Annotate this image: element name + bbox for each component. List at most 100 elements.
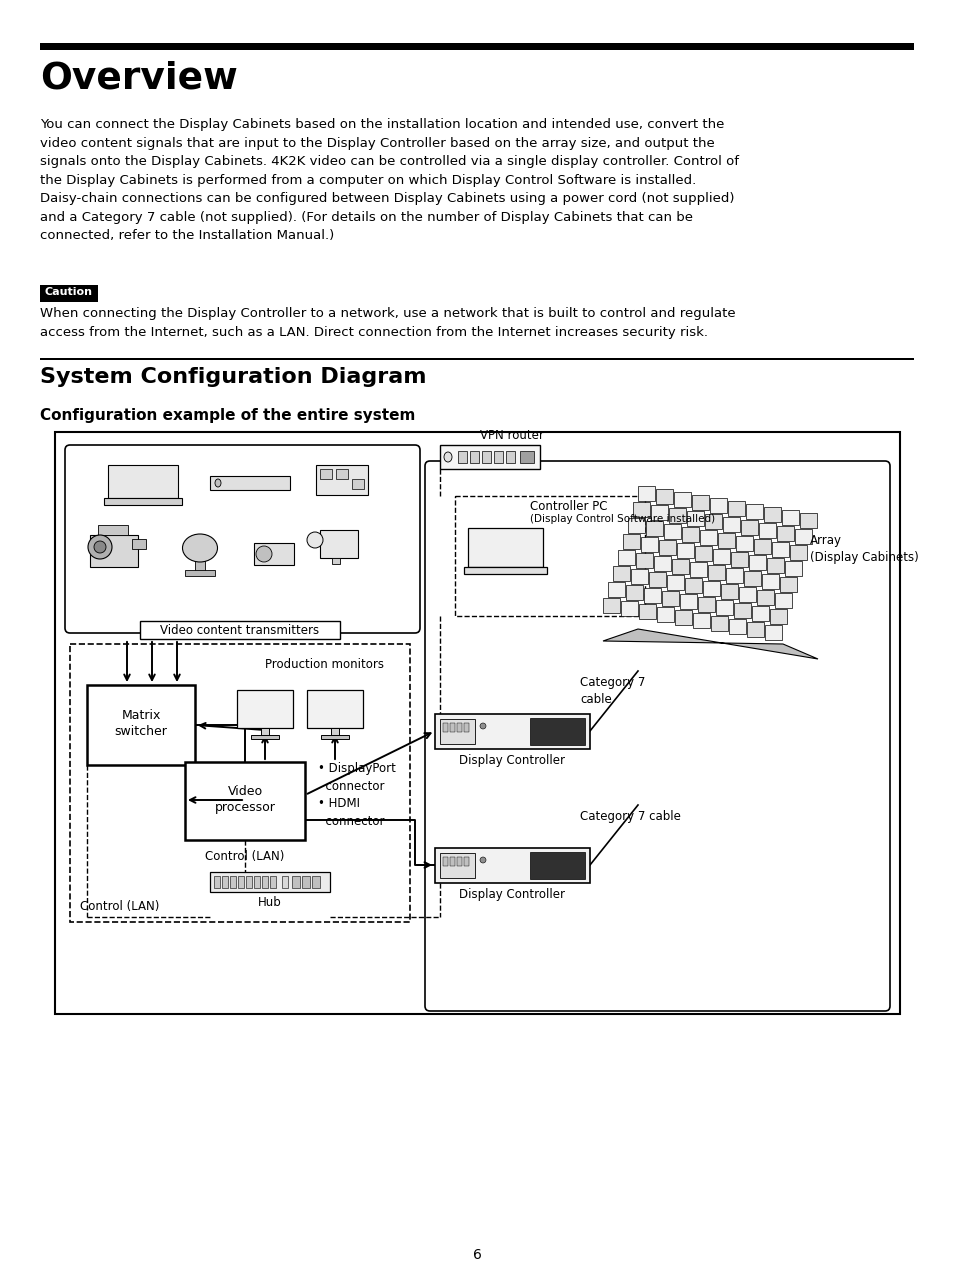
Polygon shape [602,629,817,659]
Bar [695,547,711,561]
Bar [686,511,703,526]
Bar [633,502,649,517]
Bar [643,589,660,603]
Bar [677,543,693,558]
Bar [494,451,502,462]
Text: Video: Video [227,785,262,798]
Bar [771,541,788,557]
Text: Control (LAN): Control (LAN) [205,850,284,862]
Bar [505,451,515,462]
Bar [439,445,539,469]
Text: • DisplayPort
  connector
• HDMI
  connector: • DisplayPort connector • HDMI connector [317,762,395,828]
Bar [251,735,278,739]
Bar [98,525,128,535]
Circle shape [94,541,106,553]
Text: Video content transmitters: Video content transmitters [160,623,319,637]
Bar [530,719,584,745]
Bar [751,606,768,620]
Bar [620,601,638,617]
Bar [769,609,786,624]
Circle shape [88,535,112,559]
Bar [710,617,727,631]
Bar [618,550,635,564]
Text: switcher: switcher [114,725,168,738]
Bar [709,498,726,513]
Bar [70,643,410,922]
Bar [463,857,469,866]
Bar [780,577,796,592]
Bar [657,606,673,622]
Bar [712,549,729,564]
Ellipse shape [214,479,221,487]
Bar [352,479,364,489]
Bar [720,583,738,599]
Text: Overview: Overview [40,60,237,96]
Bar [194,561,205,572]
Text: System Configuration Diagram: System Configuration Diagram [40,367,426,387]
Text: Category 7
cable: Category 7 cable [579,676,644,706]
Bar [435,848,589,883]
Bar [40,43,913,50]
Text: Caution: Caution [44,287,91,297]
Bar [707,564,724,580]
Bar [457,451,467,462]
Text: Display Controller: Display Controller [459,888,565,901]
Bar [140,620,339,640]
Bar [727,501,744,516]
Bar [725,568,742,583]
Bar [463,567,546,575]
Bar [776,526,793,541]
Text: Hub: Hub [258,896,281,910]
Bar [746,622,763,637]
Bar [253,877,260,888]
Bar [794,529,811,544]
Bar [236,691,293,727]
Bar [735,536,752,550]
Bar [270,877,275,888]
Bar [262,877,268,888]
Bar [800,513,816,527]
Bar [630,569,647,583]
Bar [636,553,652,568]
Bar [455,496,644,617]
Bar [675,610,691,626]
Bar [132,539,146,549]
Bar [222,877,228,888]
Bar [761,575,779,589]
Bar [698,598,714,612]
Bar [230,877,235,888]
Bar [442,857,448,866]
Bar [185,569,214,576]
Text: Array
(Display Cabinets): Array (Display Cabinets) [809,534,918,564]
Bar [319,530,357,558]
Bar [463,724,469,733]
Bar [450,857,455,866]
Bar [784,561,801,576]
Bar [640,538,658,552]
Bar [439,719,475,744]
Text: When connecting the Display Controller to a network, use a network that is built: When connecting the Display Controller t… [40,307,735,339]
Text: processor: processor [214,800,275,814]
Bar [668,508,685,524]
Bar [261,727,269,735]
Bar [439,854,475,878]
Bar [470,451,478,462]
Bar [673,492,690,507]
Bar [312,877,319,888]
Text: Matrix: Matrix [121,708,160,721]
Bar [607,582,624,598]
Bar [689,562,706,577]
Circle shape [479,724,485,729]
Circle shape [307,533,323,548]
Bar [745,505,762,519]
Bar [650,505,667,520]
Bar [639,604,656,619]
Bar [435,713,589,749]
Bar [661,591,679,606]
Bar [292,877,299,888]
Bar [700,530,717,545]
Bar [246,877,252,888]
Bar [663,524,680,539]
Bar [718,533,734,548]
Bar [307,691,363,727]
